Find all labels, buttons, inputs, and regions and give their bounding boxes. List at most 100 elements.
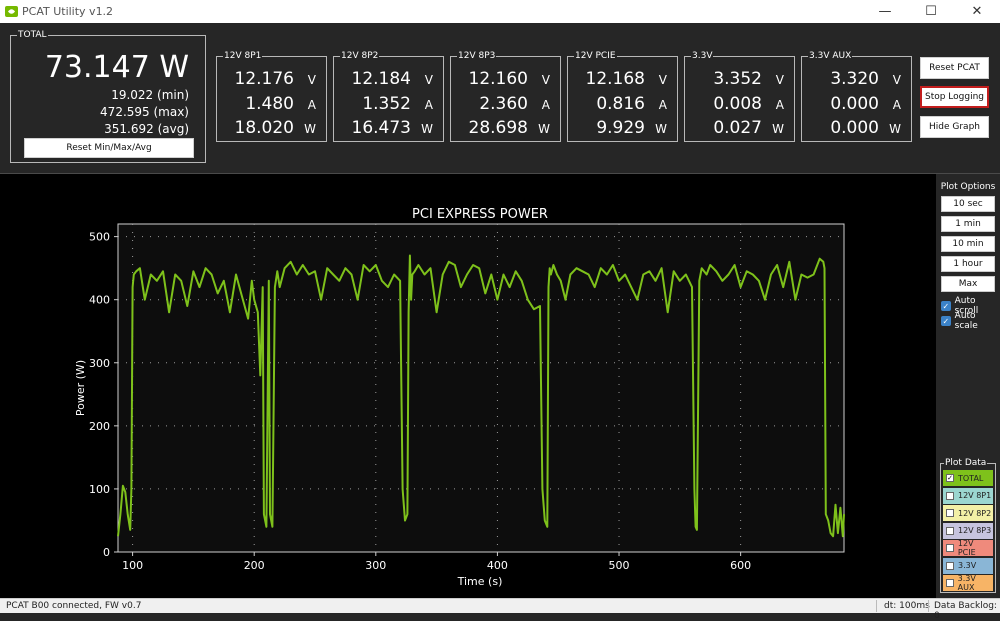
volt-unit: V	[892, 73, 901, 87]
volt-unit: V	[775, 73, 784, 87]
empty-checkbox-icon[interactable]	[946, 544, 954, 552]
empty-checkbox-icon[interactable]	[946, 561, 954, 570]
rail-voltage-row: 12.168 V	[568, 69, 677, 93]
auto-scroll-checkbox[interactable]: ✓ Auto scroll	[941, 296, 1000, 316]
total-min-value: 19.022 (min)	[111, 88, 189, 102]
panel-divider	[0, 173, 1000, 174]
plot-data-item-4[interactable]: 12V PCIE	[943, 539, 993, 557]
range-1-hour-button[interactable]: 1 hour	[941, 256, 995, 272]
auto-scale-checkbox[interactable]: ✓ Auto scale	[941, 311, 1000, 331]
range-max-button[interactable]: Max	[941, 276, 995, 292]
x-tick-label: 400	[487, 559, 508, 572]
data-backlog-status: Data Backlog: 0	[934, 601, 997, 621]
y-tick-label: 500	[89, 231, 110, 244]
rail-name-label: 12V 8P2	[340, 50, 380, 62]
rail-power-value: 9.929	[596, 118, 645, 138]
y-tick-label: 100	[89, 483, 110, 496]
range-10-min-button[interactable]: 10 min	[941, 236, 995, 252]
rail-power-value: 0.027	[713, 118, 762, 138]
rail-voltage-row: 3.352 V	[685, 69, 794, 93]
plot-side-panel: Plot Options 10 sec 1 min 10 min 1 hour …	[936, 174, 1000, 598]
empty-checkbox-icon[interactable]	[946, 526, 954, 535]
auto-scroll-label: Auto scroll	[954, 296, 979, 316]
rail-current-value: 1.352	[362, 94, 411, 114]
x-tick-label: 100	[122, 559, 143, 572]
plot-data-item-5[interactable]: 3.3V	[943, 557, 993, 574]
y-axis-label: Power (W)	[74, 360, 87, 416]
rail-group-0: 12V 8P1 12.176 V 1.480 A 18.020 W	[216, 50, 327, 142]
rail-current-row: 0.008 A	[685, 94, 794, 118]
rail-power-value: 0.000	[830, 118, 879, 138]
plot-data-item-2[interactable]: 12V 8P2	[943, 505, 993, 521]
rail-current-value: 0.000	[830, 94, 879, 114]
rail-current-value: 1.480	[245, 94, 294, 114]
close-button[interactable]: ✕	[971, 4, 983, 19]
auto-scale-label: Auto scale	[954, 311, 978, 331]
plot-data-title: Plot Data	[944, 457, 988, 469]
rail-power-row: 18.020 W	[217, 118, 326, 142]
plot-data-item-label: TOTAL	[958, 473, 984, 483]
rail-voltage-value: 3.320	[830, 69, 879, 89]
range-1-min-button[interactable]: 1 min	[941, 216, 995, 232]
amp-unit: A	[658, 98, 667, 112]
y-tick-label: 400	[89, 294, 110, 307]
status-separator	[928, 600, 929, 612]
total-group-label: TOTAL	[17, 29, 48, 41]
dt-status: dt: 100ms	[884, 601, 930, 611]
x-tick-label: 500	[609, 559, 630, 572]
total-power-series-line	[117, 254, 845, 538]
rail-voltage-value: 3.352	[713, 69, 762, 89]
rail-voltage-row: 12.184 V	[334, 69, 443, 93]
status-separator	[876, 600, 877, 612]
x-axis-label: Time (s)	[457, 575, 503, 588]
x-tick-label: 300	[365, 559, 386, 572]
rail-voltage-value: 12.176	[234, 69, 294, 89]
plot-options-title: Plot Options	[940, 182, 996, 192]
empty-checkbox-icon[interactable]	[946, 509, 954, 517]
plot-data-item-3[interactable]: 12V 8P3	[943, 522, 993, 539]
plot-data-item-6[interactable]: 3.3V AUX	[943, 574, 993, 592]
watt-unit: W	[421, 122, 433, 136]
amp-unit: A	[775, 98, 784, 112]
plot-data-item-1[interactable]: 12V 8P1	[943, 487, 993, 504]
hide-graph-button[interactable]: Hide Graph	[920, 116, 989, 138]
range-10-sec-button[interactable]: 10 sec	[941, 196, 995, 212]
plot-data-item-0[interactable]: ✓ TOTAL	[943, 470, 993, 486]
total-avg-value: 351.692 (avg)	[104, 122, 189, 136]
checkmark-icon: ✓	[941, 316, 951, 326]
rail-voltage-row: 3.320 V	[802, 69, 911, 93]
rail-power-row: 0.000 W	[802, 118, 911, 142]
rail-name-label: 12V 8P3	[457, 50, 497, 62]
volt-unit: V	[307, 73, 316, 87]
rail-current-value: 0.816	[596, 94, 645, 114]
x-axis-ticks: 100 200 300 400 500 600	[122, 552, 751, 572]
empty-checkbox-icon[interactable]	[946, 491, 954, 500]
rail-group-3: 12V PCIE 12.168 V 0.816 A 9.929 W	[567, 50, 678, 142]
watt-unit: W	[889, 122, 901, 136]
empty-checkbox-icon[interactable]	[946, 579, 954, 587]
reset-min-max-avg-button[interactable]: Reset Min/Max/Avg	[24, 138, 194, 158]
maximize-button[interactable]: ☐	[925, 4, 937, 19]
rail-group-2: 12V 8P3 12.160 V 2.360 A 28.698 W	[450, 50, 561, 142]
checked-checkbox-icon[interactable]: ✓	[946, 474, 954, 482]
rail-power-value: 18.020	[234, 118, 294, 138]
stop-logging-button[interactable]: Stop Logging	[920, 86, 989, 108]
watt-unit: W	[655, 122, 667, 136]
volt-unit: V	[424, 73, 433, 87]
amp-unit: A	[892, 98, 901, 112]
rail-power-row: 16.473 W	[334, 118, 443, 142]
chart-title: PCI EXPRESS POWER	[412, 207, 548, 222]
title-bar: PCAT Utility v1.2 — ☐ ✕	[0, 0, 1000, 23]
status-bar: PCAT B00 connected, FW v0.7 dt: 100ms Da…	[0, 598, 1000, 621]
chart-grid	[118, 224, 844, 552]
amp-unit: A	[307, 98, 316, 112]
watt-unit: W	[304, 122, 316, 136]
window-title: PCAT Utility v1.2	[22, 5, 114, 18]
reset-pcat-button[interactable]: Reset PCAT	[920, 57, 989, 79]
rail-current-row: 0.000 A	[802, 94, 911, 118]
watt-unit: W	[538, 122, 550, 136]
rail-voltage-value: 12.160	[468, 69, 528, 89]
rail-current-row: 1.480 A	[217, 94, 326, 118]
minimize-button[interactable]: —	[878, 4, 892, 19]
rail-name-label: 3.3V AUX	[808, 50, 853, 62]
